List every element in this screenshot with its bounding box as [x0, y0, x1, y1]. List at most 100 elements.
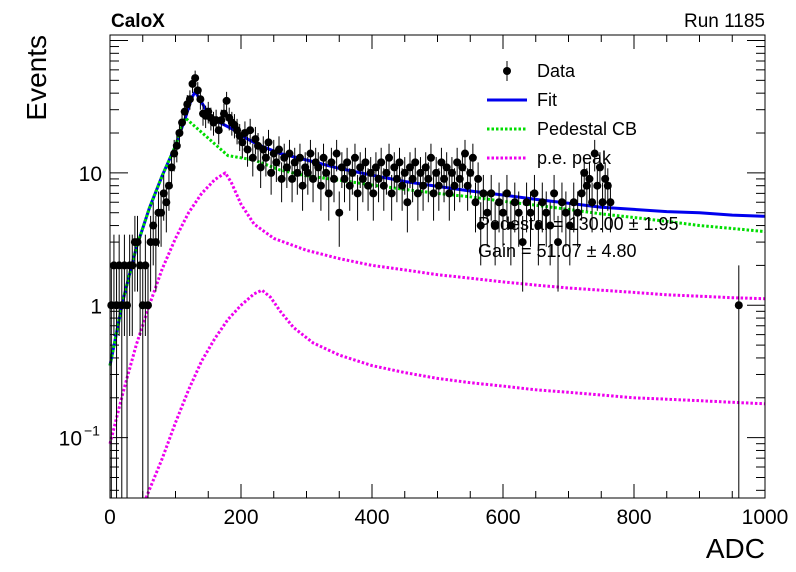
data-marker	[149, 221, 158, 230]
data-point	[518, 215, 527, 292]
data-marker	[348, 168, 357, 177]
data-point	[466, 157, 475, 195]
data-point	[151, 215, 160, 292]
data-marker	[343, 158, 352, 167]
data-marker	[324, 189, 333, 198]
x-axis-label: ADC	[706, 533, 765, 564]
data-marker	[455, 174, 464, 183]
data-marker	[314, 163, 323, 172]
data-point	[133, 215, 142, 292]
data-point	[288, 162, 297, 203]
y-tick-label: 10	[79, 163, 102, 186]
data-marker	[405, 163, 414, 172]
legend-label: Pedestal CB	[537, 119, 637, 139]
data-marker	[432, 168, 441, 177]
data-marker	[369, 189, 378, 198]
data-marker	[419, 181, 428, 190]
data-point	[593, 168, 602, 211]
data-point	[471, 182, 480, 233]
x-tick-label: 400	[354, 506, 389, 529]
data-marker	[340, 174, 349, 183]
legend-marker	[503, 67, 511, 75]
data-point	[405, 152, 414, 189]
data-point	[554, 215, 563, 292]
data-point	[395, 147, 404, 182]
data-marker	[316, 181, 325, 190]
x-tick-label: 1000	[742, 506, 789, 529]
data-marker	[395, 158, 404, 167]
data-marker	[345, 181, 354, 190]
data-point	[264, 129, 273, 159]
data-marker	[172, 141, 181, 150]
data-marker	[356, 163, 365, 172]
data-marker	[471, 198, 480, 207]
data-point	[272, 147, 281, 182]
x-tick-label: 600	[485, 506, 520, 529]
data-marker	[437, 158, 446, 167]
data-marker	[251, 135, 260, 144]
data-point	[434, 168, 443, 211]
data-marker	[398, 181, 407, 190]
data-marker	[445, 189, 454, 198]
data-marker	[309, 174, 318, 183]
data-point	[601, 162, 610, 203]
data-point	[248, 143, 257, 177]
data-marker	[550, 189, 559, 198]
y-tick-label: 1	[90, 295, 102, 318]
data-marker	[353, 189, 362, 198]
data-point	[442, 152, 451, 189]
data-point	[185, 90, 194, 110]
data-point	[506, 202, 515, 266]
data-point	[261, 143, 270, 177]
data-marker	[442, 163, 451, 172]
legend: Data Fit Pedestal CB p.e. peak	[487, 61, 637, 168]
data-point	[450, 168, 459, 211]
plot-frame	[109, 34, 766, 499]
data-marker	[256, 163, 265, 172]
data-point	[222, 91, 231, 112]
data-marker	[561, 208, 570, 217]
x-tick-label: 800	[616, 506, 651, 529]
data-point	[377, 147, 386, 182]
data-marker	[603, 181, 612, 190]
data-marker	[392, 174, 401, 183]
data-point	[243, 136, 252, 167]
data-point	[546, 202, 555, 266]
data-point	[246, 118, 255, 145]
data-marker	[246, 126, 255, 135]
data-point	[565, 202, 574, 266]
data-marker	[282, 163, 291, 172]
pedestal-curve	[108, 116, 766, 366]
legend-label: Fit	[537, 90, 557, 110]
data-marker	[143, 301, 152, 310]
gain-annotation: Gain = 51.07 ± 4.80	[478, 241, 637, 261]
data-marker	[466, 168, 475, 177]
data-marker	[474, 174, 483, 183]
data-point	[598, 182, 607, 233]
data-point	[298, 168, 307, 211]
data-point	[390, 152, 399, 189]
data-marker	[337, 163, 346, 172]
legend-label: p.e. peak	[537, 148, 612, 168]
data-marker	[133, 238, 142, 247]
data-marker	[387, 189, 396, 198]
pe-curve	[144, 288, 766, 499]
data-point	[421, 152, 430, 189]
data-marker	[371, 163, 380, 172]
data-marker	[298, 181, 307, 190]
pedestal-annotation: Pedestal = 130.00 ± 1.95	[478, 214, 679, 234]
data-marker	[170, 149, 179, 158]
data-point	[316, 168, 325, 211]
x-tick-labels: 0 200 400 600 800 1000	[104, 506, 788, 529]
data-marker	[479, 189, 488, 198]
data-marker	[185, 95, 194, 104]
data-point	[361, 147, 370, 182]
data-point	[483, 191, 492, 247]
data-marker	[546, 221, 555, 230]
data-marker	[191, 74, 200, 83]
data-marker	[350, 153, 359, 162]
data-marker	[606, 198, 615, 207]
data-marker	[487, 189, 496, 198]
data-point	[335, 191, 344, 247]
data-marker	[734, 301, 743, 310]
